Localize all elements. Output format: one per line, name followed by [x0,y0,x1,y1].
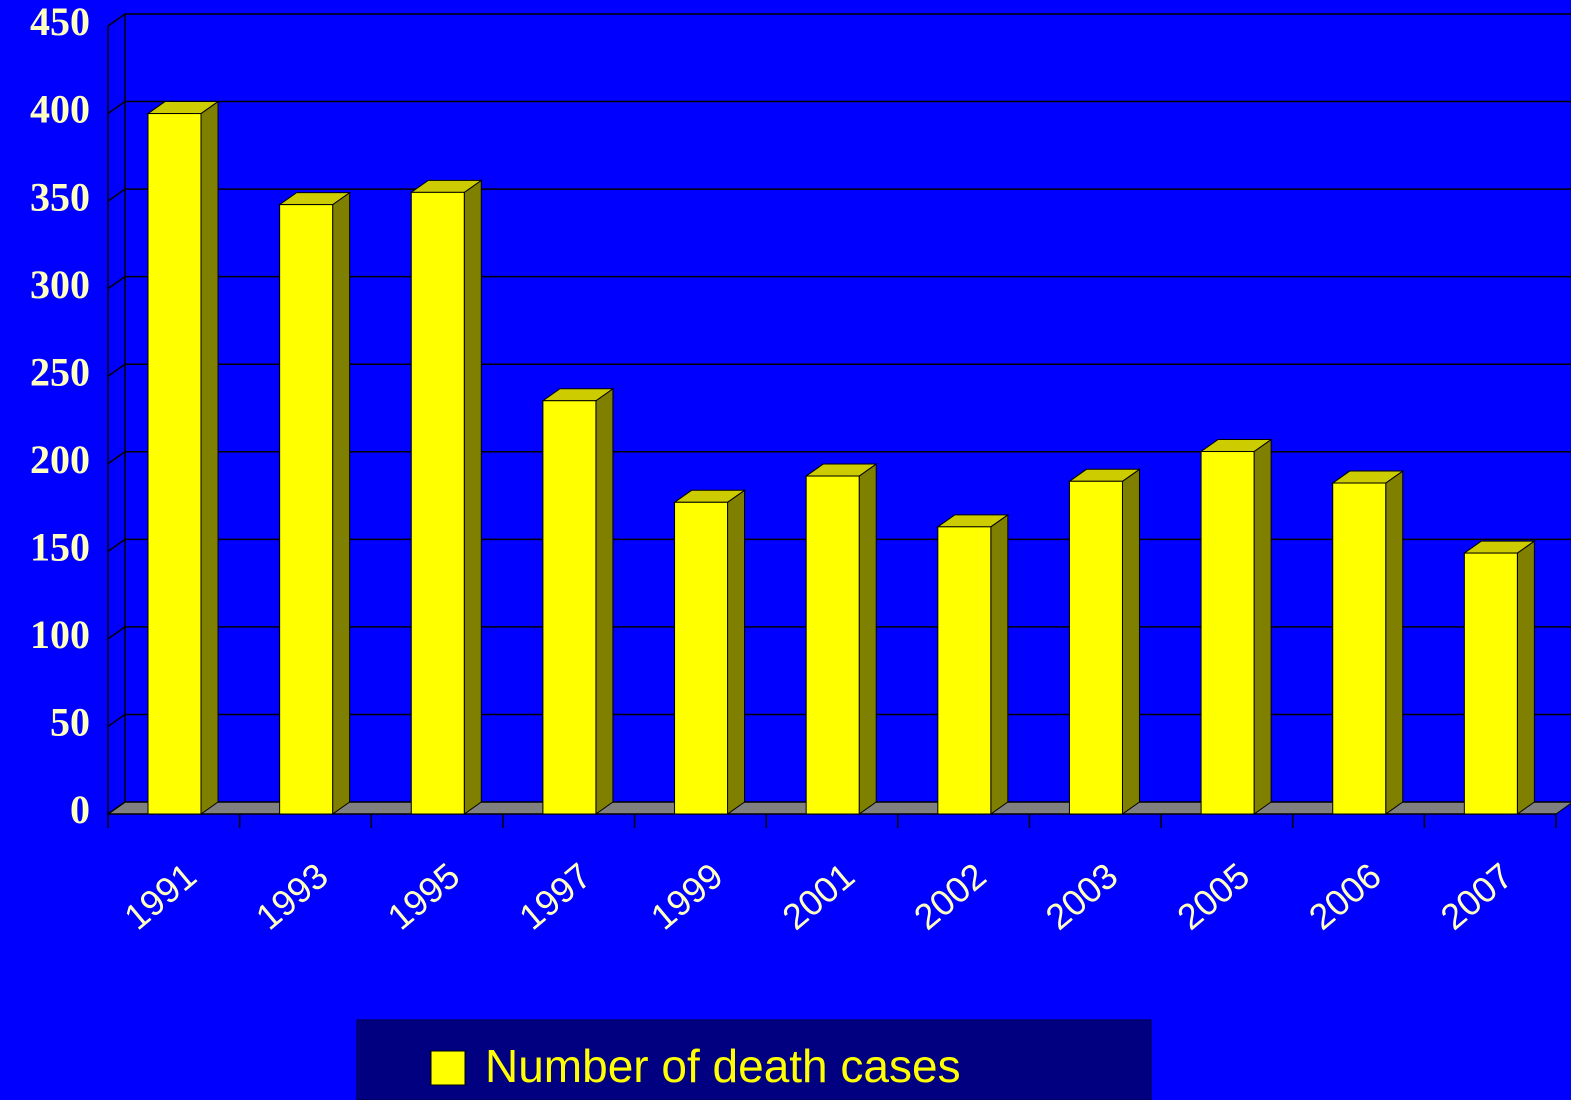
bar [937,526,992,815]
grid-line [107,275,1571,290]
grid-line [107,451,1571,465]
bar [410,191,465,815]
x-tick-label: 2003 [1038,855,1126,938]
bar-side [200,100,219,815]
bar-side [1385,470,1404,815]
bar-side [1121,468,1140,815]
legend-box [356,1019,1152,1100]
bar [147,113,202,815]
x-tick-label: 2007 [1433,855,1521,938]
x-tick-label: 2002 [906,855,994,938]
y-tick-label: 50 [50,700,90,745]
x-tick-label: 1991 [116,855,204,938]
y-tick-label: 200 [30,437,90,482]
y-tick-label: 400 [30,87,90,132]
grid-line [107,363,1571,377]
bar [1332,482,1387,815]
bar-side [332,191,351,815]
bar-side [1516,540,1535,815]
y-tick-label: 450 [30,0,90,44]
x-tick-label: 2005 [1169,855,1257,938]
bar-side [727,489,746,815]
grid-line [107,100,1571,115]
x-tick-label: 1997 [511,855,599,938]
bar [279,204,334,815]
bar [1200,451,1255,815]
bar-side [1253,438,1272,815]
bar-side [858,463,877,815]
bar-side [595,387,614,815]
legend-label: Number of death cases [485,1040,961,1092]
y-tick-label: 100 [30,612,90,657]
y-tick-label: 0 [70,787,90,832]
bar [1068,480,1123,815]
bar-side [990,513,1009,815]
x-tick-label: 1999 [643,855,731,938]
y-tick-label: 300 [30,262,90,307]
bar [805,475,860,815]
y-tick-label: 150 [30,525,90,570]
legend-swatch [430,1050,466,1086]
grid-line [107,13,1571,27]
grid-line [107,188,1571,202]
bar [542,400,597,815]
y-tick-label: 350 [30,174,90,219]
y-tick-label: 250 [30,349,90,394]
bar [674,501,729,815]
bar-side [463,179,482,815]
x-tick-label: 1993 [248,855,336,938]
bar [1463,552,1518,815]
x-tick-label: 2001 [774,855,862,938]
x-tick-label: 2006 [1301,855,1389,938]
x-tick-label: 1995 [380,855,468,938]
